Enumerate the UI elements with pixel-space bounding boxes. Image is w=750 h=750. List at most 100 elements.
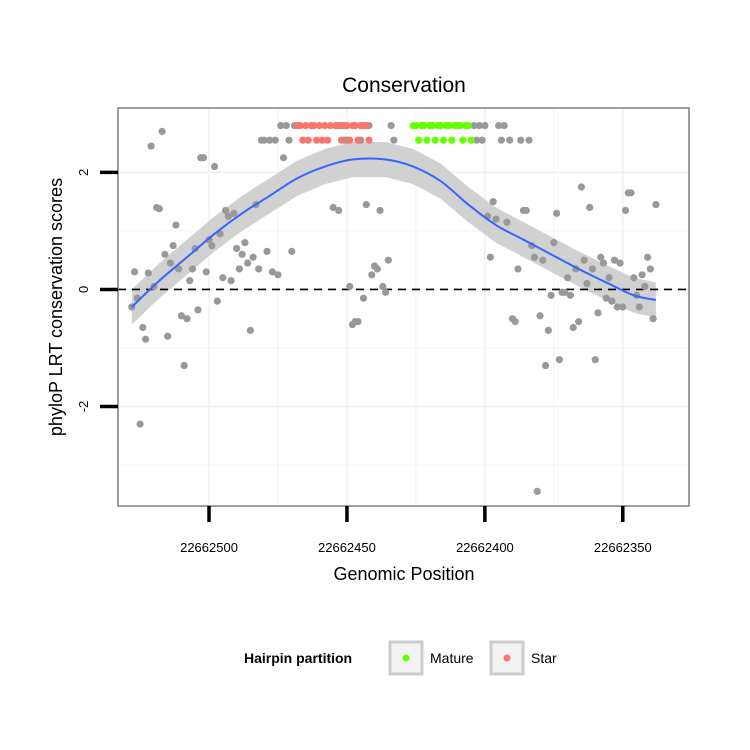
x-tick-label: 22662450 (318, 540, 376, 555)
data-point-background (472, 136, 481, 144)
data-point-background (381, 288, 390, 296)
data-point-star (362, 121, 370, 130)
data-point-mature (459, 136, 467, 144)
data-point-mature (464, 121, 472, 130)
data-point-background (475, 121, 483, 130)
data-point-background (183, 315, 191, 323)
data-point-background (495, 121, 503, 130)
data-point-background (552, 209, 561, 217)
data-point-background (180, 361, 188, 370)
data-point-star (299, 136, 307, 144)
data-point-mature (445, 121, 453, 130)
data-point-background (221, 206, 230, 215)
data-point-background (569, 323, 577, 332)
data-point-mature (437, 121, 445, 130)
data-point-mature (467, 136, 475, 144)
legend-key-star (489, 640, 525, 676)
data-point-background (503, 218, 511, 226)
data-point-background (387, 121, 395, 130)
data-point-background (486, 253, 494, 261)
data-point-background (224, 212, 232, 220)
data-point-background (186, 277, 194, 285)
data-point-star (301, 121, 310, 130)
data-point-star (337, 136, 346, 144)
data-point-background (541, 361, 550, 370)
data-point-star (324, 136, 332, 144)
data-point-background (630, 274, 638, 282)
data-point-background (241, 239, 249, 247)
data-point-background (583, 279, 591, 288)
y-tick-label: 0 (76, 286, 91, 293)
data-point-background (517, 136, 525, 144)
data-point-background (481, 121, 489, 130)
data-point-background (227, 277, 235, 285)
legend-entry-mature: Mature (388, 640, 474, 676)
data-point-mature (415, 136, 423, 144)
data-point-background (544, 326, 552, 335)
data-point-background (605, 274, 613, 282)
data-point-star (296, 121, 304, 130)
data-point-background (652, 200, 660, 209)
data-point-background (362, 200, 370, 209)
data-point-mature (423, 136, 431, 144)
data-point-background (564, 274, 572, 282)
data-point-mature (439, 136, 448, 144)
data-point-background (274, 271, 282, 279)
data-point-background (199, 154, 208, 162)
data-point-background (619, 303, 627, 311)
data-point-background (238, 250, 246, 258)
data-point-background (602, 294, 610, 302)
data-point-background (575, 318, 583, 326)
data-point-background (627, 189, 635, 197)
data-point-star (351, 121, 359, 130)
data-point-background (580, 256, 588, 264)
data-point-background (155, 205, 163, 213)
data-point-background (141, 335, 150, 343)
data-point-background (525, 136, 533, 144)
data-point-background (599, 259, 608, 267)
data-point-background (266, 136, 274, 144)
data-point-star (343, 121, 351, 130)
data-point-star (310, 121, 318, 130)
data-point-background (235, 265, 243, 273)
data-point-background (244, 259, 252, 267)
panel-border (117, 107, 690, 507)
data-point-background (271, 136, 279, 144)
legend-swatch-mature (402, 654, 410, 662)
loess-line (131, 157, 657, 308)
data-point-background (613, 303, 621, 311)
data-point-mature (448, 136, 456, 144)
data-point-background (177, 312, 186, 320)
data-point-background (282, 121, 290, 130)
chart-title: Conservation (342, 74, 466, 97)
data-point-background (470, 121, 478, 130)
data-point-background (277, 121, 285, 130)
data-point-background (550, 239, 558, 247)
y-axis-label: phyloP LRT conservation scores (46, 178, 66, 436)
data-point-background (161, 250, 169, 258)
data-point-background (191, 244, 199, 253)
data-point-background (169, 241, 177, 250)
data-point-background (638, 271, 646, 279)
data-point-background (208, 241, 216, 250)
legend-entry-star: Star (489, 640, 557, 676)
data-point-background (255, 265, 263, 273)
data-point-background (346, 282, 354, 291)
data-point-background (379, 282, 387, 291)
confidence-band-area (131, 141, 656, 325)
data-point-background (533, 487, 541, 495)
data-point-background (586, 203, 594, 212)
smooth-curve (131, 157, 657, 308)
data-point-background (500, 121, 508, 130)
data-point-background (246, 326, 255, 335)
data-point-background (373, 265, 381, 273)
data-point-background (536, 312, 544, 320)
x-tick-label: 22662350 (594, 540, 652, 555)
data-point-background (368, 271, 376, 279)
data-point-background (635, 303, 643, 311)
x-axis: 22662500 22662450 22662400 22662350 (180, 506, 652, 555)
data-point-mature (456, 121, 464, 130)
data-point-background (594, 309, 602, 317)
data-point-background (561, 288, 569, 296)
